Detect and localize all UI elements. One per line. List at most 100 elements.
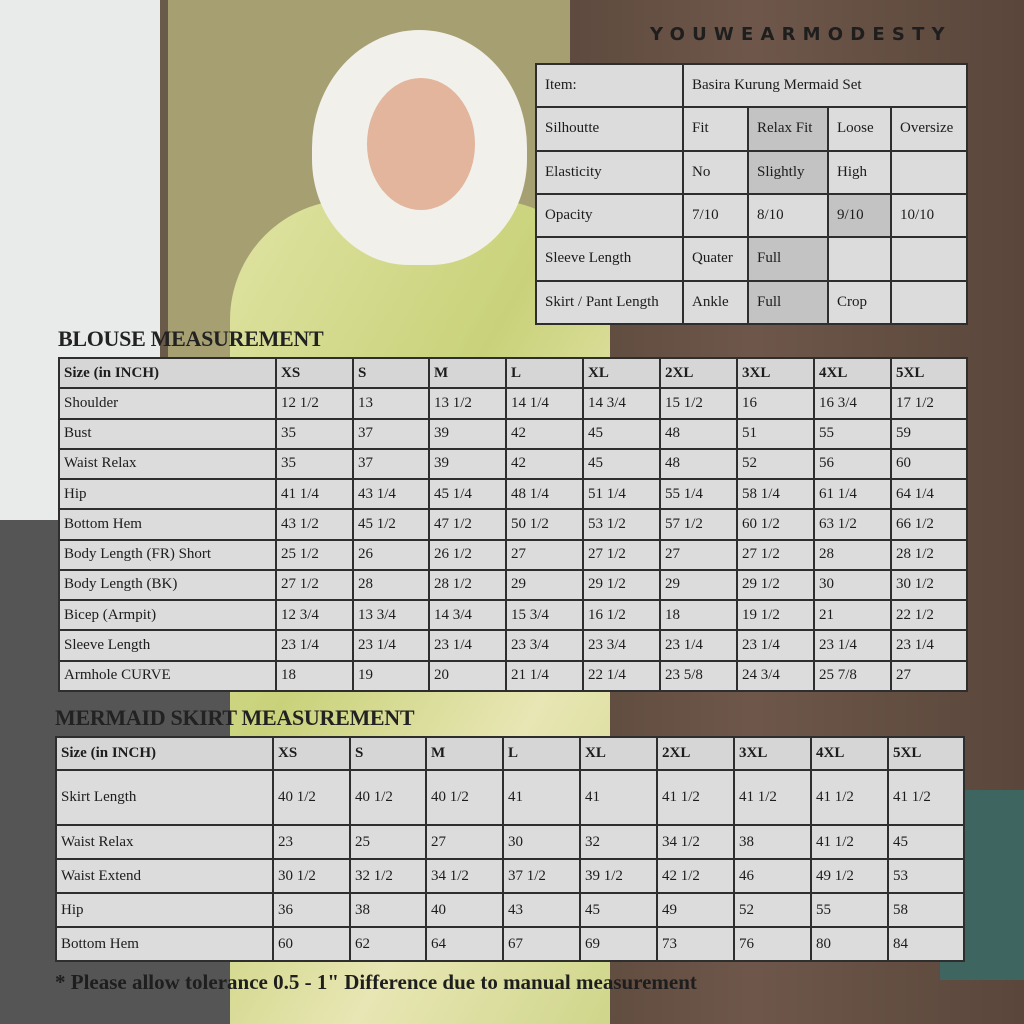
header-size: 4XL: [810, 736, 889, 771]
header-size: 2XL: [656, 736, 735, 771]
measurement-value: 25: [349, 824, 427, 860]
measurement-value: 45: [887, 824, 965, 860]
measurement-value: 18: [275, 659, 354, 693]
info-row: Elasticity No Slightly High: [535, 149, 968, 195]
measurement-value: 17 1/2: [890, 387, 968, 420]
measurement-value: 64 1/4: [890, 478, 968, 511]
attribute-option: Ankle: [682, 279, 749, 326]
measurement-label: Skirt Length: [55, 769, 274, 826]
measurement-value: 12 3/4: [275, 599, 354, 632]
attribute-option: [890, 236, 968, 282]
measurement-value: 13 3/4: [352, 599, 430, 632]
attribute-label: Silhoutte: [535, 106, 684, 152]
table-row: Sleeve Length 23 1/4 23 1/4 23 1/4 23 3/4 23 …: [58, 629, 968, 662]
measurement-label: Bottom Hem: [58, 508, 277, 541]
measurement-value: 23 1/4: [736, 629, 815, 662]
attribute-option: 8/10: [747, 192, 829, 239]
measurement-value: 27: [890, 659, 968, 693]
measurement-value: 80: [810, 926, 889, 962]
measurement-label: Waist Relax: [58, 447, 277, 481]
measurement-value: 29: [505, 568, 584, 602]
measurement-value: 40 1/2: [425, 769, 504, 826]
measurement-value: 50 1/2: [505, 508, 584, 541]
measurement-value: 66 1/2: [890, 508, 968, 541]
header-size: 3XL: [733, 736, 812, 771]
table-row: Hip 41 1/4 43 1/4 45 1/4 48 1/4 51 1/4 55 1/4 5…: [58, 478, 968, 511]
header-size: XL: [579, 736, 658, 771]
measurement-value: 36: [272, 892, 351, 928]
attribute-option-selected: Relax Fit: [747, 106, 829, 152]
header-size: 5XL: [890, 356, 968, 390]
measurement-value: 16: [736, 387, 815, 420]
measurement-value: 18: [659, 599, 738, 632]
measurement-value: 23 3/4: [582, 629, 661, 662]
measurement-value: 53: [887, 858, 965, 894]
measurement-value: 27: [425, 824, 504, 860]
measurement-value: 24 3/4: [736, 659, 815, 693]
measurement-value: 48: [659, 447, 738, 481]
measurement-value: 26 1/2: [428, 538, 507, 571]
header-size: S: [352, 356, 430, 390]
attribute-option: Quater: [682, 236, 749, 282]
measurement-value: 39 1/2: [579, 858, 658, 894]
measurement-value: 27 1/2: [275, 568, 354, 602]
measurement-value: 64: [425, 926, 504, 962]
attribute-option: [827, 236, 892, 282]
header-size: L: [505, 356, 584, 390]
measurement-value: 45: [579, 892, 658, 928]
measurement-value: 27: [659, 538, 738, 571]
table-header-row: Size (in INCH) XS S M L XL 2XL 3XL 4XL 5XL: [58, 356, 968, 390]
attribute-label: Sleeve Length: [535, 236, 684, 282]
measurement-value: 39: [428, 417, 507, 450]
measurement-value: 13 1/2: [428, 387, 507, 420]
measurement-value: 13: [352, 387, 430, 420]
measurement-value: 28: [813, 538, 892, 571]
product-info-table: Item: Basira Kurung Mermaid Set Silhoutte F…: [535, 62, 968, 326]
measurement-value: 52: [733, 892, 812, 928]
measurement-value: 23 1/4: [275, 629, 354, 662]
measurement-value: 51 1/4: [582, 478, 661, 511]
measurement-value: 23: [272, 824, 351, 860]
measurement-value: 21 1/4: [505, 659, 584, 693]
header-size: XS: [272, 736, 351, 771]
measurement-value: 32: [579, 824, 658, 860]
attribute-label: Elasticity: [535, 149, 684, 195]
table-row: Skirt Length 40 1/2 40 1/2 40 1/2 41 41 41 1/2…: [55, 769, 965, 826]
measurement-label: Hip: [55, 892, 274, 928]
measurement-value: 55: [813, 417, 892, 450]
measurement-value: 16 1/2: [582, 599, 661, 632]
measurement-value: 41 1/2: [656, 769, 735, 826]
measurement-value: 23 1/4: [428, 629, 507, 662]
measurement-value: 37: [352, 447, 430, 481]
attribute-option: No: [682, 149, 749, 195]
measurement-value: 29 1/2: [582, 568, 661, 602]
measurement-value: 12 1/2: [275, 387, 354, 420]
attribute-option: Crop: [827, 279, 892, 326]
measurement-value: 23 1/4: [890, 629, 968, 662]
measurement-label: Waist Relax: [55, 824, 274, 860]
info-row: Sleeve Length Quater Full: [535, 236, 968, 282]
measurement-value: 45: [582, 447, 661, 481]
header-size: XL: [582, 356, 661, 390]
measurement-value: 49 1/2: [810, 858, 889, 894]
skirt-title: MERMAID SKIRT MEASUREMENT: [55, 705, 415, 730]
attribute-option-selected: 9/10: [827, 192, 892, 239]
table-row: Bicep (Armpit) 12 3/4 13 3/4 14 3/4 15 3/4 16…: [58, 599, 968, 632]
header-size-label: Size (in INCH): [55, 736, 274, 771]
measurement-value: 41 1/2: [887, 769, 965, 826]
skirt-measurement-table: Size (in INCH) XS S M L XL 2XL 3XL 4XL 5XL Skirt L…: [55, 736, 965, 962]
measurement-value: 23 1/4: [659, 629, 738, 662]
measurement-value: 60: [272, 926, 351, 962]
measurement-value: 41 1/4: [275, 478, 354, 511]
measurement-value: 28 1/2: [428, 568, 507, 602]
measurement-value: 60 1/2: [736, 508, 815, 541]
measurement-value: 30: [502, 824, 581, 860]
measurement-value: 55 1/4: [659, 478, 738, 511]
measurement-value: 22 1/4: [582, 659, 661, 693]
measurement-value: 41: [502, 769, 581, 826]
measurement-value: 53 1/2: [582, 508, 661, 541]
attribute-label: Skirt / Pant Length: [535, 279, 684, 326]
header-size: XS: [275, 356, 354, 390]
measurement-label: Shoulder: [58, 387, 277, 420]
attribute-option: Loose: [827, 106, 892, 152]
